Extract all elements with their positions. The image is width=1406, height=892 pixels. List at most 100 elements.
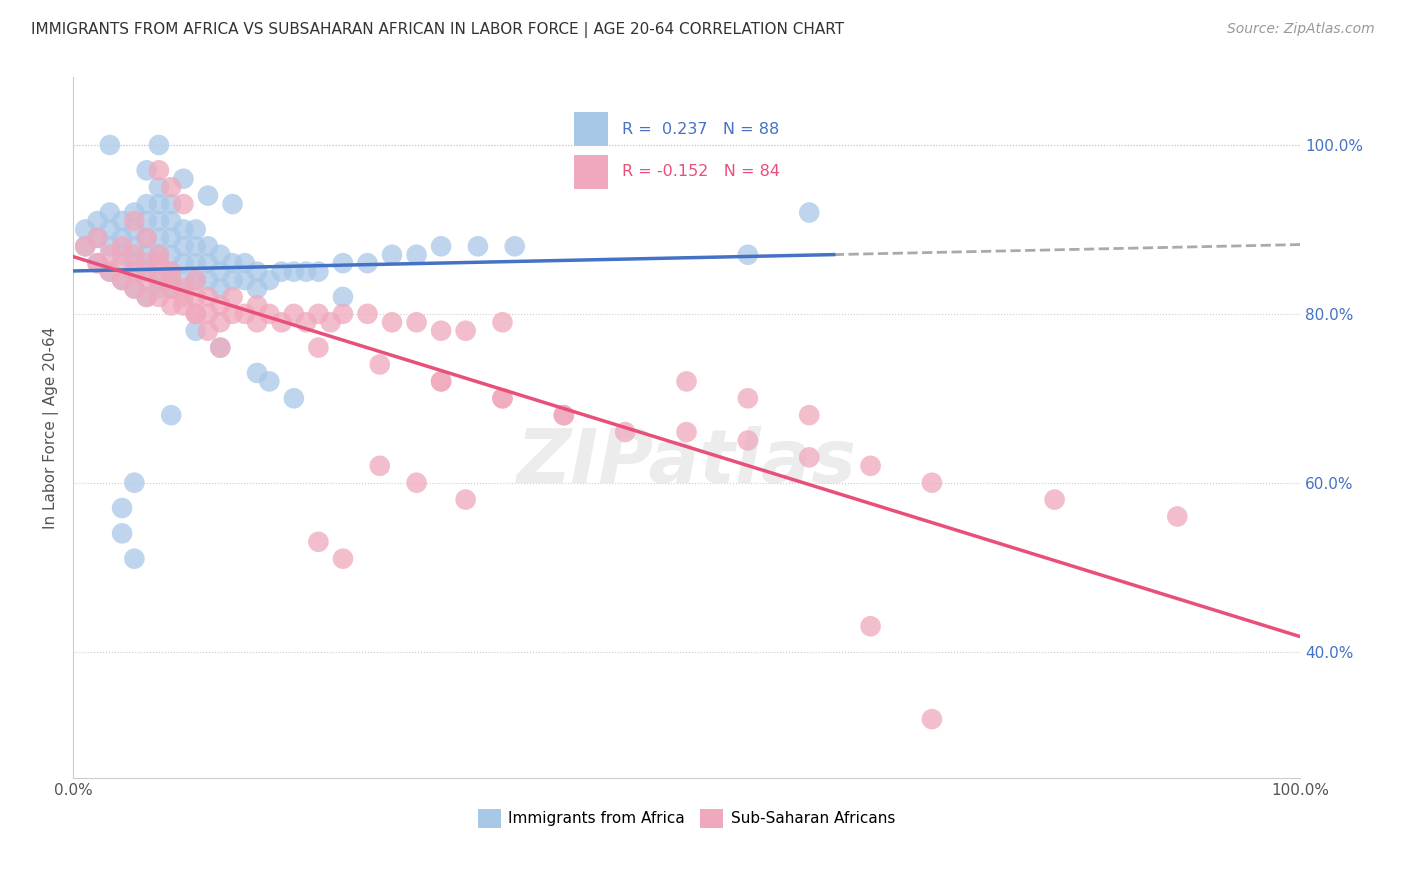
Text: IMMIGRANTS FROM AFRICA VS SUBSAHARAN AFRICAN IN LABOR FORCE | AGE 20-64 CORRELAT: IMMIGRANTS FROM AFRICA VS SUBSAHARAN AFR…: [31, 22, 844, 38]
Point: [124, 239, 146, 253]
Point: [135, 231, 157, 245]
Point: [221, 307, 243, 321]
Point: [148, 197, 170, 211]
Point: [491, 392, 513, 406]
Point: [124, 475, 146, 490]
Point: [259, 307, 281, 321]
Point: [381, 248, 404, 262]
Point: [1166, 509, 1188, 524]
Point: [184, 290, 207, 304]
Point: [135, 265, 157, 279]
Point: [197, 324, 219, 338]
Point: [172, 197, 194, 211]
Point: [111, 214, 134, 228]
Point: [859, 458, 882, 473]
Point: [307, 265, 329, 279]
Point: [172, 239, 194, 253]
Point: [368, 458, 391, 473]
Point: [160, 298, 183, 312]
Point: [221, 256, 243, 270]
Point: [614, 425, 637, 439]
Point: [197, 188, 219, 202]
Point: [86, 231, 108, 245]
Point: [135, 214, 157, 228]
Point: [160, 248, 183, 262]
Point: [148, 281, 170, 295]
Point: [124, 248, 146, 262]
Point: [209, 315, 232, 329]
Point: [270, 315, 292, 329]
Point: [148, 231, 170, 245]
Point: [98, 138, 121, 153]
Point: [197, 290, 219, 304]
Point: [124, 551, 146, 566]
Point: [503, 239, 526, 253]
Point: [209, 341, 232, 355]
Point: [135, 290, 157, 304]
Point: [124, 222, 146, 236]
Legend: Immigrants from Africa, Sub-Saharan Africans: Immigrants from Africa, Sub-Saharan Afri…: [471, 803, 901, 834]
Point: [430, 375, 453, 389]
Point: [491, 315, 513, 329]
Point: [160, 281, 183, 295]
Point: [111, 239, 134, 253]
Point: [356, 307, 378, 321]
Point: [184, 307, 207, 321]
Point: [135, 256, 157, 270]
Point: [111, 273, 134, 287]
Point: [259, 375, 281, 389]
Point: [172, 290, 194, 304]
Point: [160, 180, 183, 194]
Point: [307, 534, 329, 549]
Point: [124, 256, 146, 270]
Point: [160, 281, 183, 295]
Point: [160, 197, 183, 211]
Point: [184, 324, 207, 338]
Point: [859, 619, 882, 633]
Point: [86, 214, 108, 228]
Point: [98, 265, 121, 279]
Point: [124, 281, 146, 295]
Point: [148, 138, 170, 153]
Point: [259, 273, 281, 287]
Point: [283, 307, 305, 321]
Point: [454, 492, 477, 507]
Point: [124, 205, 146, 219]
Point: [233, 307, 256, 321]
Point: [160, 265, 183, 279]
Point: [405, 475, 427, 490]
Point: [405, 248, 427, 262]
Point: [356, 256, 378, 270]
Point: [111, 526, 134, 541]
Point: [184, 307, 207, 321]
Point: [381, 315, 404, 329]
Point: [737, 434, 759, 448]
Point: [172, 256, 194, 270]
Point: [221, 290, 243, 304]
Point: [246, 315, 269, 329]
Point: [430, 324, 453, 338]
Point: [307, 341, 329, 355]
Point: [454, 324, 477, 338]
Point: [86, 256, 108, 270]
Point: [148, 290, 170, 304]
Point: [675, 375, 697, 389]
Point: [430, 375, 453, 389]
Point: [467, 239, 489, 253]
Point: [98, 222, 121, 236]
Point: [135, 163, 157, 178]
Point: [221, 273, 243, 287]
Point: [148, 214, 170, 228]
Point: [75, 239, 97, 253]
Point: [135, 290, 157, 304]
Point: [86, 231, 108, 245]
Point: [405, 315, 427, 329]
Point: [135, 248, 157, 262]
Point: [319, 315, 342, 329]
Point: [111, 231, 134, 245]
Point: [295, 315, 318, 329]
Point: [430, 239, 453, 253]
Point: [1043, 492, 1066, 507]
Point: [283, 392, 305, 406]
Point: [160, 265, 183, 279]
